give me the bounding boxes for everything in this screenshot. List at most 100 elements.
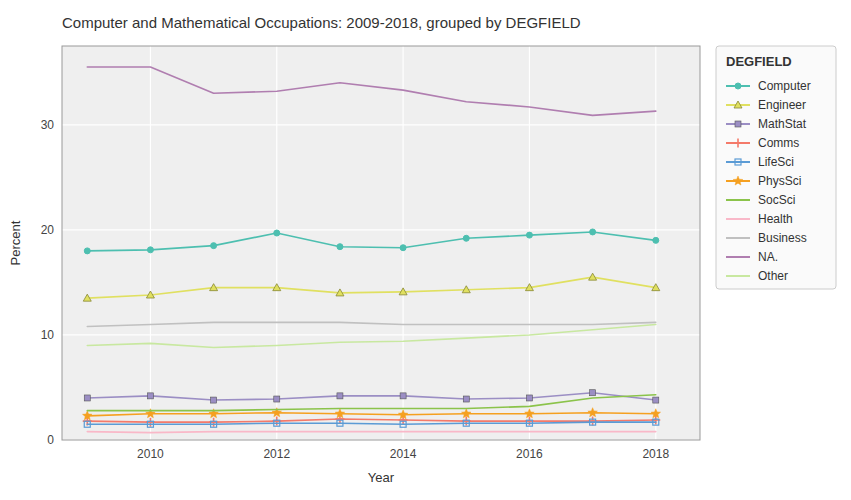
series-line <box>87 277 656 298</box>
legend-label: SocSci <box>758 193 795 207</box>
marker <box>274 420 280 426</box>
marker <box>398 410 408 419</box>
x-tick-label: 2014 <box>390 447 417 461</box>
legend-item: Comms <box>726 136 799 150</box>
y-grid-line <box>62 334 700 335</box>
x-tick-label: 2016 <box>516 447 543 461</box>
series-line <box>87 422 656 424</box>
marker <box>462 286 470 293</box>
marker <box>147 421 153 427</box>
marker <box>590 419 596 425</box>
marker <box>209 418 218 427</box>
plot-area <box>62 46 700 440</box>
series-line <box>87 322 656 326</box>
marker <box>590 229 596 235</box>
plot-frame <box>62 46 700 440</box>
marker <box>400 421 406 427</box>
marker <box>589 273 597 280</box>
series-line <box>87 393 656 400</box>
marker <box>651 416 660 425</box>
marker <box>211 243 217 249</box>
series <box>87 322 656 326</box>
marker <box>462 409 472 418</box>
series <box>87 67 656 115</box>
series-line <box>87 67 656 115</box>
series <box>84 229 659 254</box>
marker <box>147 393 153 399</box>
marker <box>525 284 533 291</box>
series-line <box>87 395 656 411</box>
marker <box>651 409 661 418</box>
series <box>83 414 661 426</box>
legend-label: MathStat <box>758 117 807 131</box>
x-tick-label: 2012 <box>263 447 290 461</box>
x-grid-line <box>150 46 151 440</box>
x-grid-line <box>276 46 277 440</box>
y-tick-label: 30 <box>41 118 55 132</box>
series-line <box>87 413 656 416</box>
marker <box>274 230 280 236</box>
marker <box>653 419 659 425</box>
chart: 010203020102012201420162018Computer and … <box>0 0 851 500</box>
legend-label: Business <box>758 231 807 245</box>
marker <box>653 397 659 403</box>
legend-title: DEGFIELD <box>726 54 792 69</box>
grid <box>62 46 700 440</box>
marker <box>463 235 469 241</box>
legend-marker <box>735 121 741 127</box>
marker <box>590 390 596 396</box>
series <box>83 408 661 420</box>
marker <box>147 247 153 253</box>
marker <box>272 417 281 426</box>
title: Computer and Mathematical Occupations: 2… <box>62 14 581 31</box>
series <box>87 324 656 347</box>
marker <box>588 408 598 417</box>
x-grid-line <box>403 46 404 440</box>
series <box>87 395 656 411</box>
legend-item: NA. <box>726 250 778 264</box>
legend-swatch <box>726 237 750 239</box>
marker <box>525 409 535 418</box>
marker <box>84 395 90 401</box>
series <box>84 419 659 427</box>
marker <box>463 420 469 426</box>
legend-marker <box>735 159 741 165</box>
marker <box>146 291 154 298</box>
legend-item: Engineer <box>726 98 806 112</box>
legend-item: PhysSci <box>726 174 801 188</box>
x-tick-label: 2018 <box>642 447 669 461</box>
legend-label: PhysSci <box>758 174 801 188</box>
legend-swatch <box>726 256 750 258</box>
legend-box <box>716 46 836 289</box>
marker <box>84 248 90 254</box>
marker <box>652 284 660 291</box>
x-axis-label: Year <box>368 470 395 485</box>
marker <box>211 397 217 403</box>
tick-labels: 010203020102012201420162018 <box>41 118 670 461</box>
legend-marker <box>735 83 741 89</box>
legend-swatch <box>726 161 750 163</box>
marker <box>335 409 345 418</box>
marker <box>336 289 344 296</box>
series <box>83 273 660 301</box>
legend-swatch <box>726 275 750 277</box>
marker <box>526 232 532 238</box>
legend-swatch <box>726 218 750 220</box>
series-line <box>87 432 656 433</box>
marker <box>463 396 469 402</box>
legend-item: Business <box>726 231 807 245</box>
marker <box>400 245 406 251</box>
legend-label: Computer <box>758 79 811 93</box>
x-grid-line <box>529 46 530 440</box>
y-grid-line <box>62 124 700 125</box>
series-line <box>87 324 656 347</box>
legend-item: Computer <box>726 79 811 93</box>
marker <box>337 420 343 426</box>
legend-item: SocSci <box>726 193 795 207</box>
legend-label: Health <box>758 212 793 226</box>
legend-marker <box>733 176 743 185</box>
marker <box>337 393 343 399</box>
legend: DEGFIELD Computer Engineer MathStat Comms Lif… <box>716 46 836 289</box>
marker <box>83 411 93 420</box>
legend-label: LifeSci <box>758 155 794 169</box>
